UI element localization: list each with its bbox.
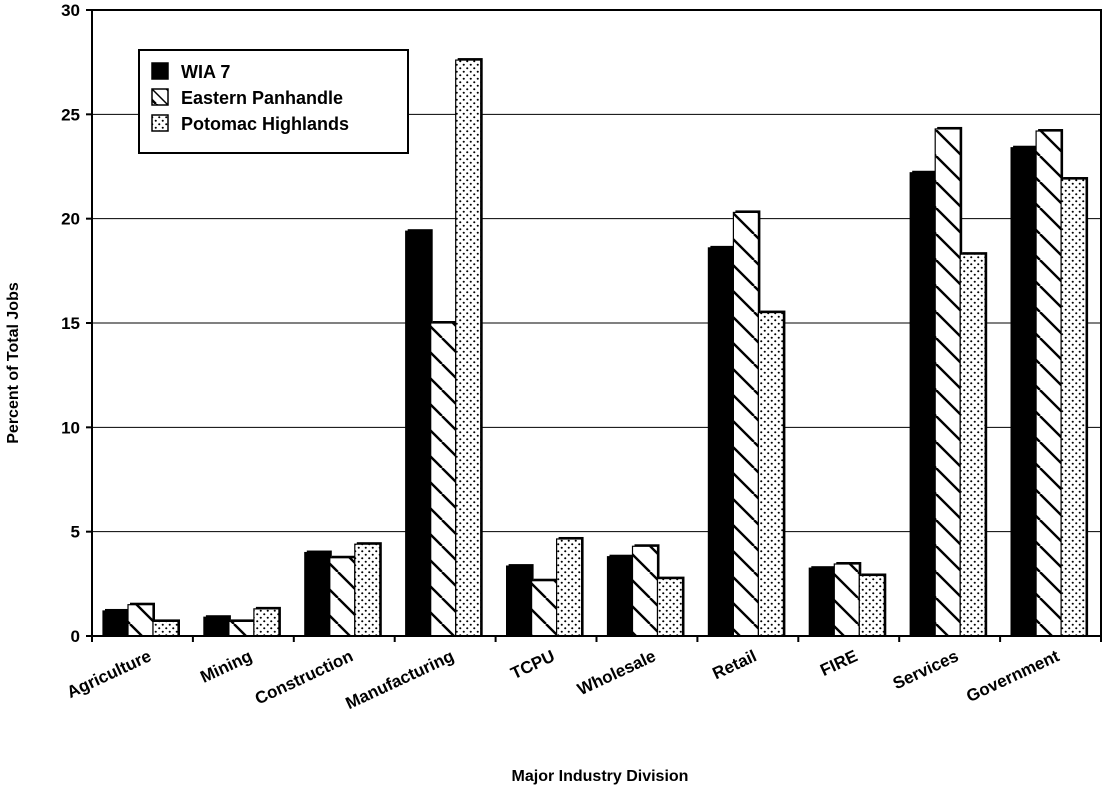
bar-potomac-highlands-services [959,253,986,637]
bar-potomac-highlands-manufacturing [455,59,482,637]
legend-swatch [151,62,169,80]
bar-eastern-panhandle-agriculture [127,604,154,637]
bar-wia-7-mining [203,616,230,637]
bar-wia-7-services [909,172,936,637]
bar-eastern-panhandle-wholesale [631,545,659,637]
bar-wia-7-construction [304,551,331,637]
bar-eastern-panhandle-construction [329,557,356,637]
legend-label: Eastern Panhandle [181,88,343,108]
bar-potomac-highlands-government [1060,178,1087,637]
legend-swatch [151,114,169,132]
bar-eastern-panhandle-fire [833,563,860,637]
bars [102,58,1089,637]
bar-wia-7-fire [808,567,835,637]
x-tick-labels: Agriculture MiningConstructionManufacturi… [64,646,1063,713]
bar-wia-7-wholesale [606,556,634,637]
x-tick-label: Mining [197,646,255,686]
bar-eastern-panhandle-services [934,128,961,637]
x-tick-label: Manufacturing [343,646,457,713]
y-tick-label: 15 [61,314,80,333]
bar-potomac-highlands-construction [354,543,381,637]
x-tick-label: TCPU [508,646,558,683]
y-tick-label: 0 [71,627,80,646]
y-tick-label: 20 [61,210,80,229]
bar-potomac-highlands-retail [757,311,785,637]
x-tick-label: Construction [252,646,356,708]
y-tick-label: 30 [61,1,80,20]
x-axis-title: Major Industry Division [512,768,689,785]
bar-potomac-highlands-tcpu [555,538,583,637]
bar-potomac-highlands-agriculture [152,620,179,637]
y-tick-label: 10 [61,418,80,437]
bar-wia-7-government [1010,147,1037,637]
x-tick-label: Government [963,646,1062,706]
bar-potomac-highlands-fire [858,574,885,637]
x-tick-label: FIRE [817,646,860,680]
bar-eastern-panhandle-mining [228,620,255,637]
bar-eastern-panhandle-tcpu [530,580,558,637]
legend-label: WIA 7 [181,62,230,82]
bar-wia-7-tcpu [506,565,533,637]
bar-potomac-highlands-mining [253,608,280,637]
bar-wia-7-agriculture [102,610,129,637]
bar-potomac-highlands-wholesale [656,578,684,637]
y-tick-label: 5 [71,523,80,542]
x-tick-label: Retail [710,646,760,683]
bar-eastern-panhandle-retail [732,211,760,637]
x-tick-label: Services [890,646,961,693]
legend-box [138,49,409,154]
y-tick-labels: 0 5 10 15 20 25 30 [61,1,80,646]
axes [86,9,1102,642]
bar-wia-7-manufacturing [405,230,432,637]
bar-eastern-panhandle-manufacturing [430,322,457,637]
legend: WIA 7 Eastern Panhandle Potomac Highlands [138,49,409,154]
bar-eastern-panhandle-government [1035,130,1062,637]
bar-wia-7-retail [707,247,735,637]
x-tick-label: Wholesale [574,646,658,699]
x-tick-label: Agriculture [64,646,154,702]
y-tick-label: 25 [61,105,80,124]
y-axis-title: Percent of Total Jobs [5,282,22,444]
legend-hatch-line [151,88,169,106]
legend-label: Potomac Highlands [181,114,349,134]
